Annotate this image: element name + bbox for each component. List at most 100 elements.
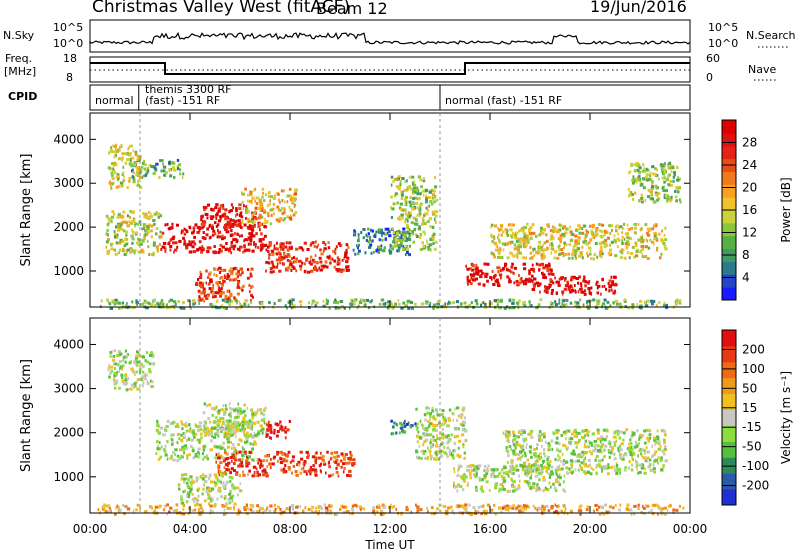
data-cell [279,245,283,249]
data-cell [627,243,630,246]
data-cell [229,294,233,298]
data-cell [214,206,218,210]
data-cell [569,290,573,294]
data-cell [204,425,207,429]
data-cell [526,240,530,244]
data-cell [201,509,204,513]
data-cell [321,458,324,462]
data-cell [244,414,247,418]
data-cell [398,236,401,240]
data-cell [244,210,249,214]
data-cell [181,422,183,426]
data-cell [652,467,656,471]
data-cell [166,457,169,461]
data-cell [424,188,429,192]
data-cell [399,236,403,240]
data-cell [274,422,278,426]
data-cell [550,244,554,248]
data-cell [629,170,632,174]
data-cell [400,190,402,194]
data-cell [254,217,258,221]
data-cell [217,445,220,449]
data-cell [174,452,176,456]
data-cell [229,292,233,296]
data-cell [669,183,673,187]
data-cell [558,301,561,305]
data-cell [181,427,184,431]
data-cell [113,381,116,385]
data-cell [497,255,501,259]
data-cell [216,291,220,295]
data-cell [155,211,158,215]
data-cell [237,269,240,273]
data-cell [131,230,135,234]
data-cell [452,456,455,460]
data-cell [404,220,406,224]
data-cell [481,301,484,305]
data-cell [207,502,210,506]
data-cell [570,465,573,469]
data-cell [603,233,606,237]
data-cell [380,244,383,248]
data-cell [456,453,460,457]
data-cell [418,435,422,439]
data-cell [186,484,190,488]
data-cell [118,386,121,390]
data-cell [574,254,577,258]
data-cell [179,172,182,176]
data-cell [517,430,521,434]
data-cell [434,217,436,221]
data-cell [264,509,267,513]
power-panel-ylabel: Slant Range [km] [19,154,34,267]
data-cell [609,465,614,469]
data-cell [240,461,243,465]
data-cell [187,299,191,303]
data-cell [515,253,519,257]
data-cell [549,237,553,241]
data-cell [210,290,213,294]
data-cell [570,471,574,475]
data-cell [386,300,390,304]
data-cell [404,239,408,242]
data-cell [258,200,262,204]
data-cell [266,423,269,427]
data-cell [251,214,253,218]
data-cell [105,214,109,218]
data-cell [544,276,548,280]
data-cell [110,307,114,310]
data-cell [240,429,243,433]
data-cell [506,490,510,493]
data-cell [139,185,143,189]
data-cell [143,237,146,241]
data-cell [539,290,541,294]
data-cell [539,430,542,434]
data-cell [353,299,357,303]
data-cell [334,247,337,251]
data-cell [225,434,229,438]
data-cell [569,470,572,474]
data-cell [408,244,412,248]
data-cell [273,212,275,216]
data-cell [542,476,545,480]
data-cell [450,453,454,457]
data-cell [537,283,541,287]
data-cell [493,255,497,259]
data-cell [545,248,548,252]
data-cell [674,303,678,306]
data-cell [250,232,253,236]
data-cell [224,217,228,221]
data-cell [133,382,136,386]
data-cell [342,462,346,466]
data-cell [281,242,285,246]
data-cell [457,504,462,508]
data-cell [546,223,550,227]
data-cell [113,155,116,159]
data-cell [211,215,215,219]
data-cell [428,422,432,426]
data-cell [118,370,121,373]
data-cell [244,187,247,191]
data-cell [620,457,624,461]
data-cell [394,238,398,242]
data-cell [457,483,460,487]
data-cell [247,209,250,213]
